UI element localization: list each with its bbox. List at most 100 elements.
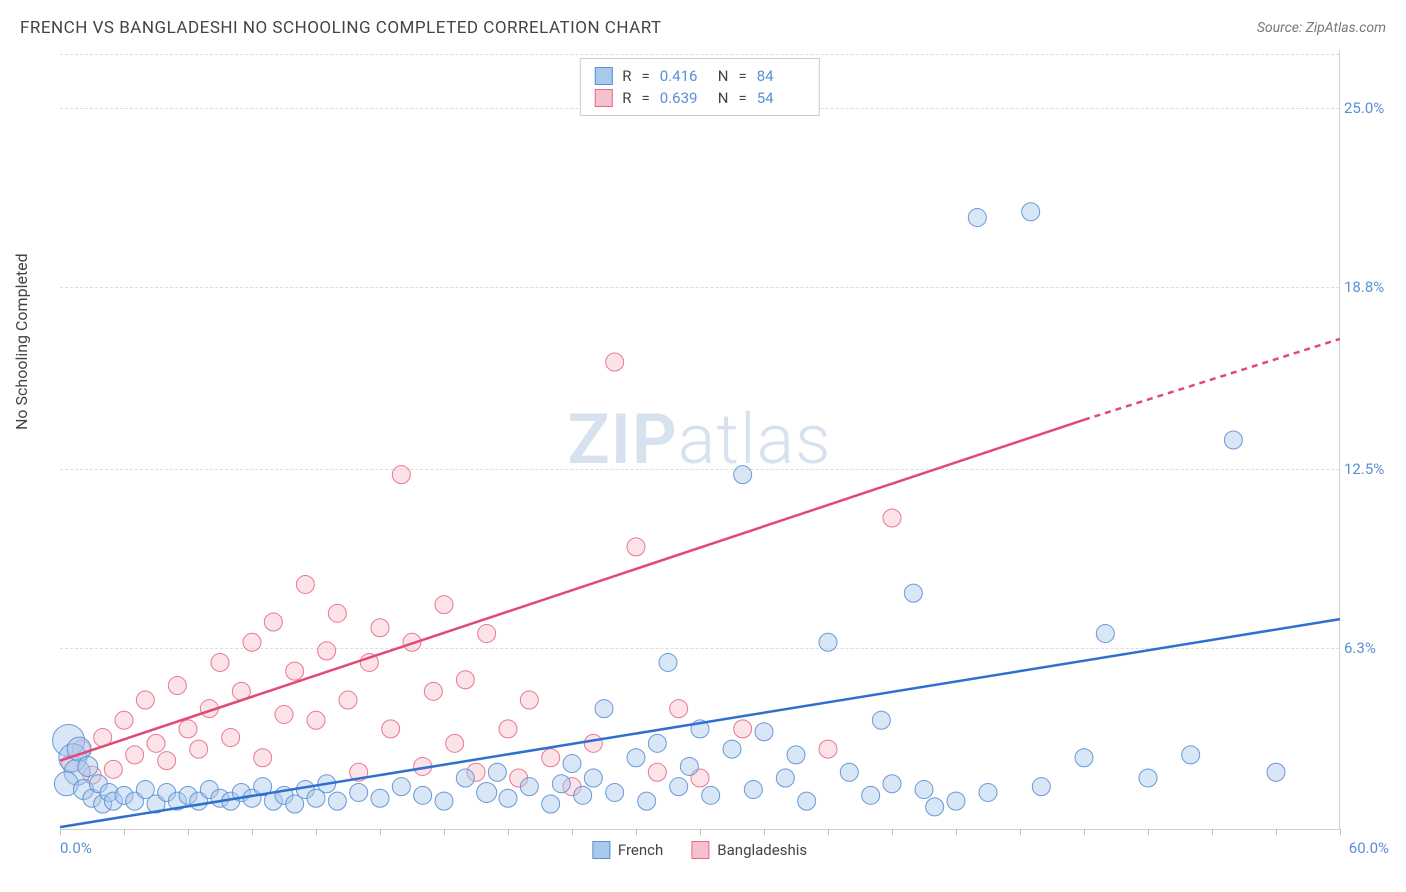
stats-row-bangladeshis: R = 0.639 N = 54 [594,87,804,109]
y-tick-label: 12.5% [1344,460,1399,478]
data-point [424,682,442,700]
data-point [840,763,858,781]
swatch-french-bottom [592,841,610,859]
x-tick [252,829,253,835]
data-point [520,778,538,796]
y-tick-label: 25.0% [1344,99,1399,117]
source-name: ZipAtlas.com [1306,20,1386,36]
french-r-value: 0.416 [660,67,708,85]
legend-item-french: French [592,841,663,859]
x-tick [1212,829,1213,835]
data-point [477,782,497,802]
data-point [222,729,240,747]
x-tick [764,829,765,835]
data-point [552,775,570,793]
data-point [158,752,176,770]
data-point [926,798,944,816]
data-point [574,786,592,804]
data-point [211,653,229,671]
data-point [318,642,336,660]
data-point [435,596,453,614]
x-tick [188,829,189,835]
data-point [776,769,794,787]
data-point [819,740,837,758]
data-point [456,671,474,689]
data-point [1182,746,1200,764]
swatch-bangladeshis-bottom [691,841,709,859]
data-point [979,783,997,801]
data-point [862,786,880,804]
swatch-bangladeshis [594,89,612,107]
data-point [488,763,506,781]
data-point [371,789,389,807]
x-tick [956,829,957,835]
trend-line [60,420,1084,761]
data-point [115,711,133,729]
data-point [371,619,389,637]
data-point [478,625,496,643]
y-tick-label: 6.3% [1344,639,1399,657]
data-point [126,746,144,764]
data-point [904,584,922,602]
data-point [168,677,186,695]
french-n-value: 84 [757,67,805,85]
data-point [179,720,197,738]
eq-label: = [642,67,650,85]
data-point [307,711,325,729]
data-point [542,795,560,813]
data-point [872,711,890,729]
scatter-chart-svg [60,50,1339,829]
bangladeshis-n-value: 54 [757,89,805,107]
data-point [296,575,314,593]
swatch-french [594,67,612,85]
x-tick [1020,829,1021,835]
data-point [382,720,400,738]
x-tick [636,829,637,835]
x-tick [828,829,829,835]
data-point [648,763,666,781]
data-point [819,633,837,651]
n-label-2: N [718,89,729,107]
data-point [254,749,272,767]
data-point [104,760,122,778]
data-point [435,792,453,810]
data-point [659,653,677,671]
data-point [264,613,282,631]
x-tick [316,829,317,835]
data-point [595,700,613,718]
plot-area: ZIPatlas 6.3%12.5%18.8%25.0% 0.0% 60.0% … [60,50,1340,830]
data-point [755,723,773,741]
x-tick [1276,829,1277,835]
stats-legend-box: R = 0.416 N = 84 R = 0.639 N = 54 [579,58,819,116]
data-point [392,778,410,796]
x-tick [1084,829,1085,835]
data-point [1096,625,1114,643]
x-axis-min-label: 0.0% [60,839,92,857]
x-tick [892,829,893,835]
data-point [392,466,410,484]
header-row: FRENCH VS BANGLADESHI NO SCHOOLING COMPL… [20,18,1386,38]
bottom-legend: French Bangladeshis [592,841,807,859]
data-point [339,691,357,709]
data-point [1267,763,1285,781]
x-tick [444,829,445,835]
data-point [744,781,762,799]
legend-label-french: French [618,841,663,859]
data-point [627,749,645,767]
stats-row-french: R = 0.416 N = 84 [594,65,804,87]
chart-title: FRENCH VS BANGLADESHI NO SCHOOLING COMPL… [20,18,662,38]
bangladeshis-r-value: 0.639 [660,89,708,107]
data-point [670,700,688,718]
data-point [723,740,741,758]
trend-line [1084,339,1340,420]
source-attribution: Source: ZipAtlas.com [1257,20,1386,36]
r-label: R [622,67,631,85]
data-point [328,604,346,622]
x-tick [572,829,573,835]
data-point [1032,778,1050,796]
data-point [584,769,602,787]
data-point [275,705,293,723]
x-tick [60,829,61,835]
eq-label-3: = [642,89,650,107]
data-point [414,786,432,804]
